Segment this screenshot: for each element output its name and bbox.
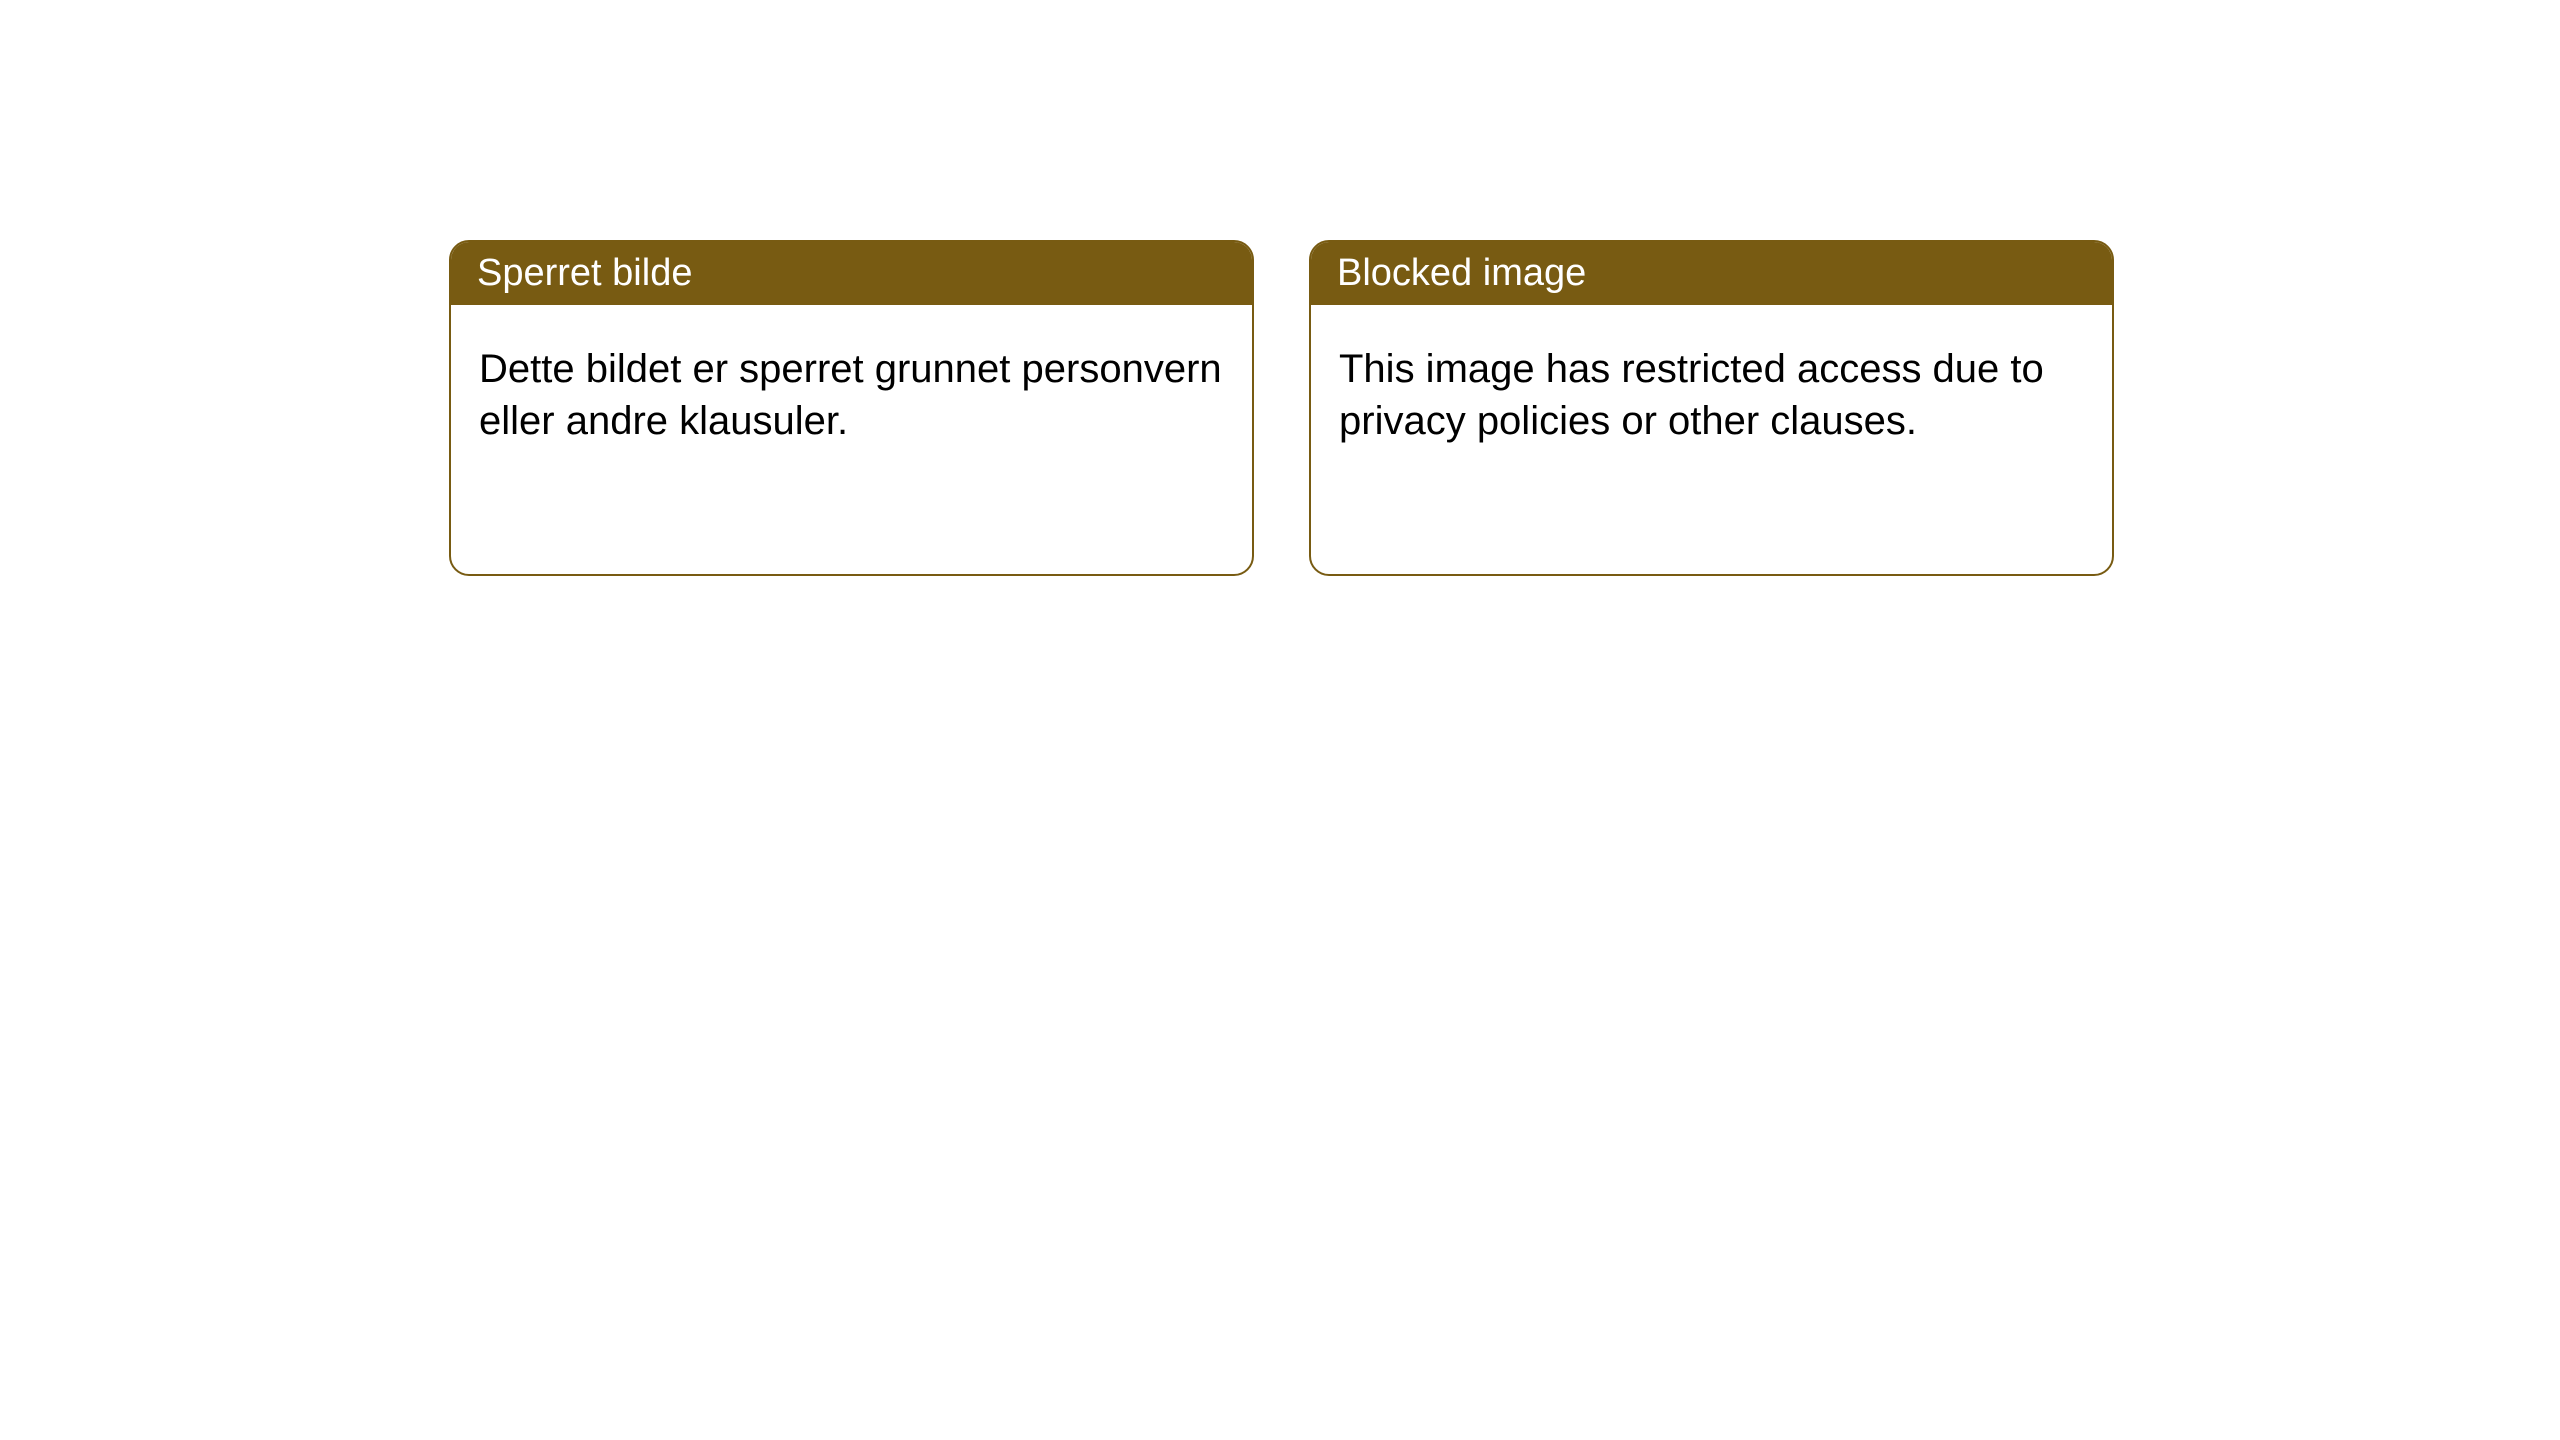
notice-title: Blocked image	[1311, 242, 2112, 305]
notice-title: Sperret bilde	[451, 242, 1252, 305]
notice-body: Dette bildet er sperret grunnet personve…	[451, 305, 1252, 485]
notice-card-norwegian: Sperret bilde Dette bildet er sperret gr…	[449, 240, 1254, 576]
notice-cards-container: Sperret bilde Dette bildet er sperret gr…	[449, 240, 2114, 576]
notice-card-english: Blocked image This image has restricted …	[1309, 240, 2114, 576]
notice-body: This image has restricted access due to …	[1311, 305, 2112, 485]
